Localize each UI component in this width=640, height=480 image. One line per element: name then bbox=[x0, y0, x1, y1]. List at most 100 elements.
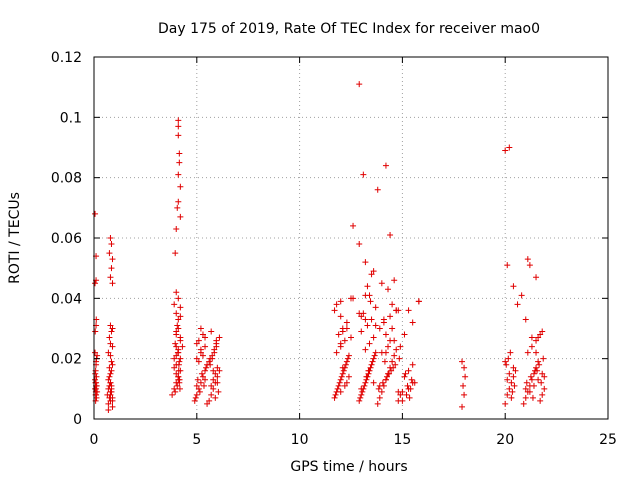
data-point bbox=[199, 373, 206, 380]
data-point bbox=[172, 250, 179, 257]
data-point bbox=[524, 256, 531, 263]
data-point bbox=[376, 382, 383, 389]
data-point bbox=[366, 292, 373, 299]
data-point bbox=[372, 304, 379, 311]
data-point bbox=[92, 349, 99, 356]
data-point bbox=[510, 283, 517, 290]
data-point bbox=[370, 379, 377, 386]
data-point bbox=[193, 340, 200, 347]
data-point bbox=[502, 358, 509, 365]
data-point bbox=[356, 81, 363, 88]
data-point bbox=[502, 147, 509, 154]
data-point bbox=[105, 376, 112, 383]
data-point bbox=[92, 210, 99, 217]
data-point bbox=[171, 385, 178, 392]
data-point bbox=[94, 352, 101, 359]
data-point bbox=[177, 213, 184, 220]
data-point bbox=[93, 382, 100, 389]
data-point bbox=[506, 144, 513, 151]
data-point bbox=[382, 162, 389, 169]
data-point bbox=[210, 367, 217, 374]
data-point bbox=[210, 385, 217, 392]
data-point bbox=[331, 394, 338, 401]
data-point bbox=[343, 379, 350, 386]
data-point bbox=[512, 367, 519, 374]
grid bbox=[94, 57, 608, 419]
y-tick-label: 0 bbox=[73, 412, 82, 428]
data-point bbox=[533, 364, 540, 371]
data-point bbox=[108, 265, 115, 272]
y-tick-label: 0.1 bbox=[60, 110, 82, 126]
data-point bbox=[194, 376, 201, 383]
data-point bbox=[359, 388, 366, 395]
data-point bbox=[107, 340, 114, 347]
data-point bbox=[408, 376, 415, 383]
data-point bbox=[528, 376, 535, 383]
data-point bbox=[505, 355, 512, 362]
data-point bbox=[331, 307, 338, 314]
data-point bbox=[213, 337, 220, 344]
data-point bbox=[387, 231, 394, 238]
data-point bbox=[337, 298, 344, 305]
data-point bbox=[539, 370, 546, 377]
data-point bbox=[175, 367, 182, 374]
data-point bbox=[370, 268, 377, 275]
data-point bbox=[175, 198, 182, 205]
data-point bbox=[335, 382, 342, 389]
y-tick-label: 0.02 bbox=[51, 352, 82, 368]
data-point bbox=[539, 391, 546, 398]
data-point bbox=[214, 379, 221, 386]
data-point bbox=[362, 259, 369, 266]
data-point bbox=[171, 355, 178, 362]
data-point bbox=[510, 364, 517, 371]
data-point bbox=[393, 346, 400, 353]
data-point bbox=[109, 403, 116, 410]
data-point bbox=[382, 331, 389, 338]
data-point bbox=[356, 397, 363, 404]
data-point bbox=[108, 358, 115, 365]
data-point bbox=[405, 385, 412, 392]
data-point bbox=[175, 295, 182, 302]
data-point bbox=[367, 298, 374, 305]
data-point bbox=[109, 256, 116, 263]
data-point bbox=[214, 373, 221, 380]
x-tick-label: 0 bbox=[90, 432, 99, 448]
data-point bbox=[504, 391, 511, 398]
data-point bbox=[523, 379, 530, 386]
data-point bbox=[372, 322, 379, 329]
data-point bbox=[339, 328, 346, 335]
data-point bbox=[335, 331, 342, 338]
data-point bbox=[379, 379, 386, 386]
data-point bbox=[202, 334, 209, 341]
data-point bbox=[175, 361, 182, 368]
data-point bbox=[173, 225, 180, 232]
data-point bbox=[207, 355, 214, 362]
data-point bbox=[339, 364, 346, 371]
data-point bbox=[389, 301, 396, 308]
data-point bbox=[356, 310, 363, 317]
data-point bbox=[177, 313, 184, 320]
data-point bbox=[361, 382, 368, 389]
data-point bbox=[199, 331, 206, 338]
data-point bbox=[537, 397, 544, 404]
data-point bbox=[535, 334, 542, 341]
data-point bbox=[202, 376, 209, 383]
data-point bbox=[332, 391, 339, 398]
data-point bbox=[174, 204, 181, 211]
data-point bbox=[108, 385, 115, 392]
data-point bbox=[399, 397, 406, 404]
data-point bbox=[177, 334, 184, 341]
data-point bbox=[202, 367, 209, 374]
y-tick-label: 0.04 bbox=[51, 291, 82, 307]
data-point bbox=[369, 358, 376, 365]
data-point bbox=[176, 159, 183, 166]
data-point bbox=[540, 355, 547, 362]
data-point bbox=[215, 388, 222, 395]
data-point bbox=[522, 316, 529, 323]
data-point bbox=[175, 373, 182, 380]
data-point bbox=[372, 349, 379, 356]
data-point bbox=[210, 376, 217, 383]
data-point bbox=[171, 301, 178, 308]
data-point bbox=[397, 391, 404, 398]
data-point bbox=[415, 298, 422, 305]
